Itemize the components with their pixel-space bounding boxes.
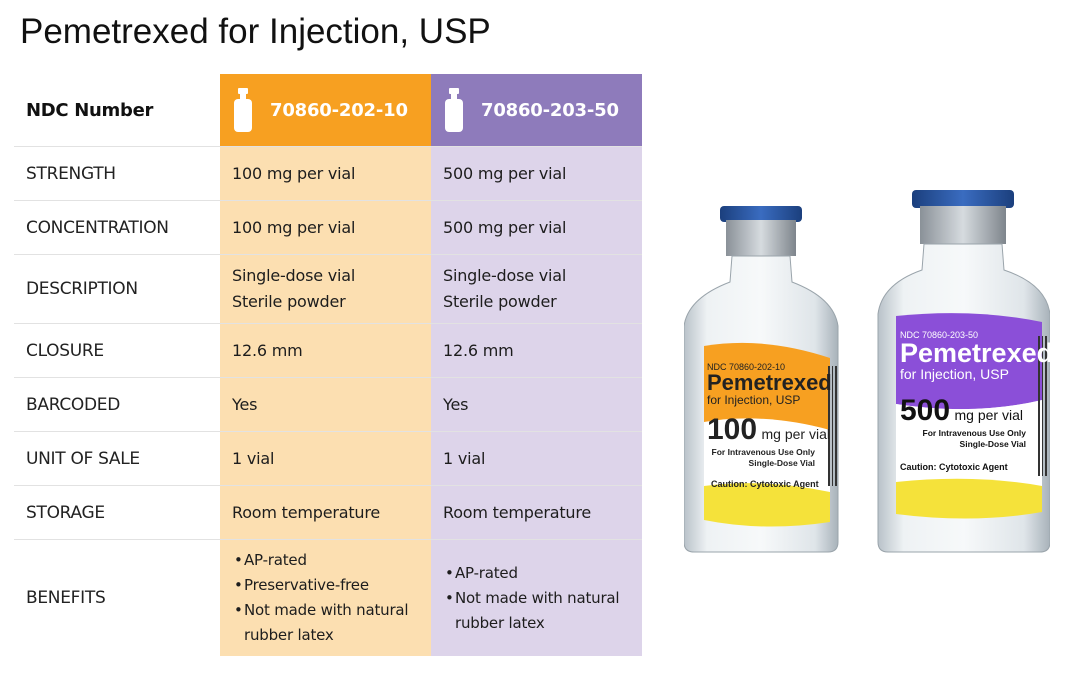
row-label: DESCRIPTION	[14, 254, 220, 324]
label-strength-number: 100	[707, 413, 758, 447]
cell-value: 500 mg per vial	[431, 146, 642, 201]
label-caution: Caution: Cytotoxic Agent	[900, 462, 1008, 473]
benefit-item: AP-rated	[443, 561, 630, 586]
cell-line: Single-dose vial	[232, 266, 356, 285]
spec-table: NDC Number 70860-202-10 70860-203-50	[14, 74, 642, 656]
page-title: Pemetrexed for Injection, USP	[20, 12, 491, 51]
row-label: STORAGE	[14, 485, 220, 540]
table-row: CLOSURE 12.6 mm 12.6 mm	[14, 323, 642, 378]
cell-value: Yes	[431, 377, 642, 432]
label-subtitle: for Injection, USP	[900, 366, 1009, 382]
vial-label-large: NDC 70860-203-50 Pemetrexed for Injectio…	[900, 330, 1053, 472]
benefit-item: Preservative-free	[232, 573, 419, 598]
cell-line: Sterile powder	[232, 292, 346, 311]
table-header-row: NDC Number 70860-202-10 70860-203-50	[14, 74, 642, 147]
label-use: For Intravenous Use Only	[711, 447, 815, 458]
benefits-cell: AP-rated Preservative-free Not made with…	[220, 539, 431, 656]
label-name: Pemetrexed	[900, 338, 1054, 368]
product-vials-image	[684, 190, 1050, 553]
table-row: UNIT OF SALE 1 vial 1 vial	[14, 431, 642, 486]
cell-value: 100 mg per vial	[220, 146, 431, 201]
cell-value: 12.6 mm	[431, 323, 642, 378]
label-strength-number: 500	[900, 394, 951, 428]
cell-value: Yes	[220, 377, 431, 432]
label-ndc: NDC 70860-202-10	[707, 362, 786, 372]
benefits-cell: AP-rated Not made with natural rubber la…	[431, 539, 642, 656]
ndc-header-203-50: 70860-203-50	[481, 99, 619, 121]
vial-label-small: NDC 70860-202-10 Pemetrexed for Injectio…	[707, 362, 832, 489]
vial-icon	[234, 88, 252, 132]
row-label: CLOSURE	[14, 323, 220, 378]
benefit-item: AP-rated	[232, 548, 419, 573]
ndc-header-202-10: 70860-202-10	[270, 99, 408, 121]
row-label: CONCENTRATION	[14, 200, 220, 255]
ndc-number-header: NDC Number	[14, 74, 220, 147]
label-caution: Caution: Cytotoxic Agent	[711, 479, 819, 490]
label-name: Pemetrexed	[707, 370, 832, 395]
benefits-list: AP-rated Not made with natural rubber la…	[443, 561, 630, 636]
row-label: BENEFITS	[26, 588, 106, 608]
benefit-item: Not made with natural rubber latex	[443, 586, 630, 636]
label-ndc: NDC 70860-203-50	[900, 330, 979, 340]
cell-value: 100 mg per vial	[220, 200, 431, 255]
cell-line: Sterile powder	[443, 292, 557, 311]
table-row: CONCENTRATION 100 mg per vial 500 mg per…	[14, 200, 642, 255]
cell-value: Room temperature	[431, 485, 642, 540]
row-label: UNIT OF SALE	[14, 431, 220, 486]
label-use: For Intravenous Use Only	[922, 428, 1026, 439]
label-dose: Single-Dose Vial	[748, 458, 815, 469]
cell-value: 1 vial	[220, 431, 431, 486]
table-row: BARCODED Yes Yes	[14, 377, 642, 432]
vial-small	[684, 206, 839, 553]
cell-line: Single-dose vial	[443, 266, 567, 285]
benefit-item: Not made with natural rubber latex	[232, 598, 419, 648]
table-row: BENEFITS AP-rated Preservative-free Not …	[14, 539, 642, 656]
label-subtitle: for Injection, USP	[707, 393, 801, 407]
cell-value: 500 mg per vial	[431, 200, 642, 255]
label-strength-unit: mg per vial	[954, 407, 1023, 424]
label-dose: Single-Dose Vial	[959, 439, 1026, 450]
cell-value: Single-dose vial Sterile powder	[220, 254, 431, 324]
vial-large	[877, 190, 1050, 553]
cell-value: Single-dose vial Sterile powder	[431, 254, 642, 324]
row-label: BARCODED	[14, 377, 220, 432]
table-row: DESCRIPTION Single-dose vial Sterile pow…	[14, 254, 642, 324]
benefits-list: AP-rated Preservative-free Not made with…	[232, 548, 419, 648]
table-row: STORAGE Room temperature Room temperatur…	[14, 485, 642, 540]
row-label: STRENGTH	[14, 146, 220, 201]
cell-value: 12.6 mm	[220, 323, 431, 378]
table-row: STRENGTH 100 mg per vial 500 mg per vial	[14, 146, 642, 201]
label-strength-unit: mg per vial	[761, 426, 830, 443]
vial-icon	[445, 88, 463, 132]
cell-value: Room temperature	[220, 485, 431, 540]
cell-value: 1 vial	[431, 431, 642, 486]
